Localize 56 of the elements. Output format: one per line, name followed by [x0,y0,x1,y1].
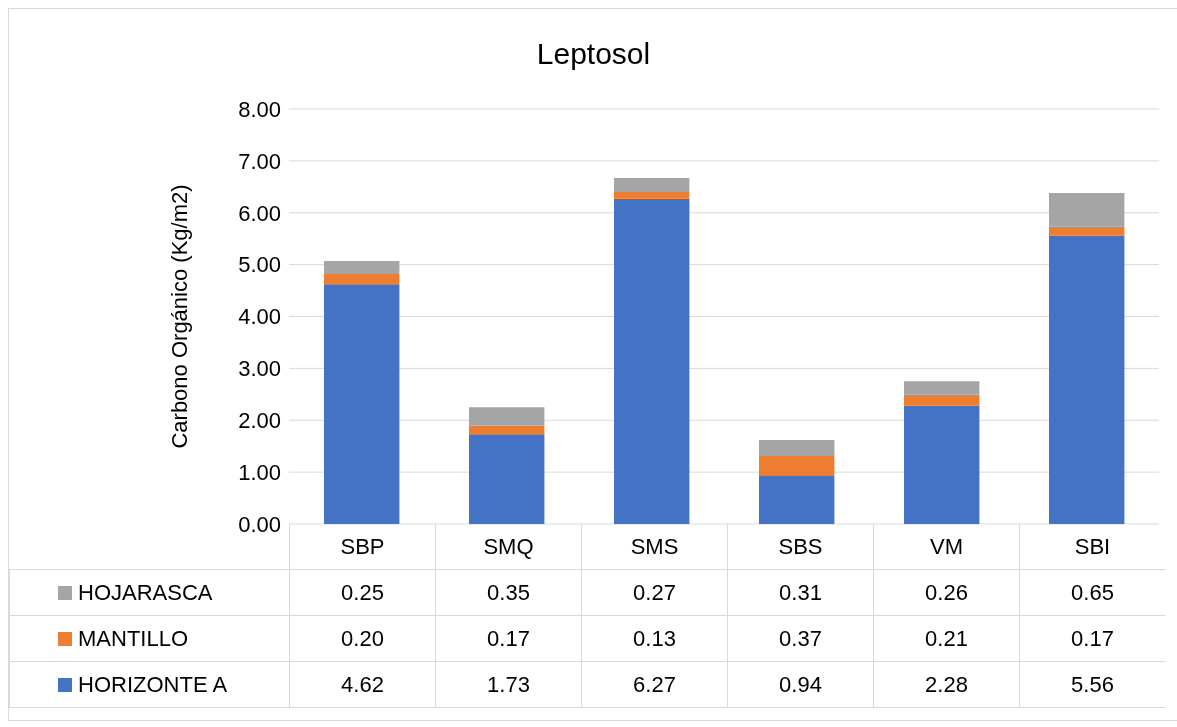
data-label: 5.56 [1019,662,1165,708]
bar [904,394,980,406]
data-label: 0.13 [581,616,727,662]
bar [1049,193,1125,227]
data-label: 0.25 [289,570,435,616]
y-tick-label: 1.00 [238,459,281,485]
data-label: 0.26 [873,570,1019,616]
data-label: 0.21 [873,616,1019,662]
y-tick-label: 7.00 [238,148,281,174]
bar [904,405,980,524]
bar [759,456,835,476]
y-tick-label: 6.00 [238,200,281,226]
bar [614,198,690,524]
x-tick-label: VM [873,524,1019,570]
chart-title: Leptosol [535,37,652,71]
bar [469,407,545,426]
y-tick-label: 4.00 [238,304,281,330]
y-tick-label: 0.00 [238,511,281,537]
bar [324,284,400,524]
x-tick-label: SMS [581,524,727,570]
x-tick-label: SBP [289,524,435,570]
bar [1049,226,1125,236]
bar [904,381,980,395]
data-label: 0.17 [435,616,581,662]
bar [469,425,545,435]
legend-label: MANTILLO [78,625,189,652]
data-label: 4.62 [289,662,435,708]
data-label: 2.28 [873,662,1019,708]
bar [1049,235,1125,524]
bar [469,434,545,524]
data-label: 0.35 [435,570,581,616]
data-label: 0.31 [727,570,873,616]
y-tick-label: 2.00 [238,408,281,434]
x-tick-label: SBI [1019,524,1165,570]
bar [759,475,835,524]
x-tick-label: SMQ [435,524,581,570]
bar [324,260,400,274]
data-label: 0.27 [581,570,727,616]
legend-label: HOJARASCA [78,579,213,606]
data-label: 0.65 [1019,570,1165,616]
data-label: 0.94 [727,662,873,708]
y-tick-label: 3.00 [238,356,281,382]
data-label: 0.37 [727,616,873,662]
data-label: 6.27 [581,662,727,708]
bar [614,192,690,199]
data-label: 0.17 [1019,616,1165,662]
bar [759,439,835,457]
data-label: 1.73 [435,662,581,708]
y-tick-label: 5.00 [238,252,281,278]
legend-label: HORIZONTE A [78,671,228,698]
bar [324,273,400,285]
x-tick-label: SBS [727,524,873,570]
y-axis-title: Carbono Orgánico (Kg/m2) [166,184,192,449]
y-tick-label: 8.00 [238,96,281,122]
bar [614,177,690,192]
data-label: 0.20 [289,616,435,662]
